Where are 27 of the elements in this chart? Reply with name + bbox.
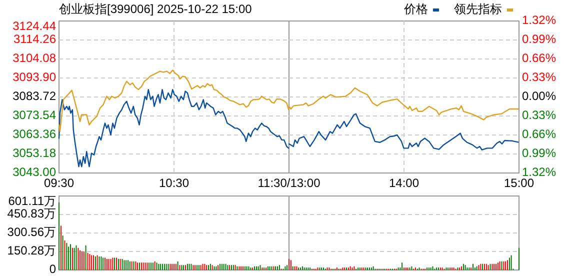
legend-label: 领先指标 [454, 2, 502, 16]
y-tick-label: 3104.08 [12, 51, 56, 66]
y2-tick-label: 0.33% [522, 70, 556, 84]
y2-tick-label: 0.99% [522, 32, 556, 46]
y2-tick-label: 0.99% [522, 146, 556, 160]
y-tick-label: 0 [49, 262, 56, 276]
y-tick-label: 601.11万 [8, 194, 56, 208]
y2-tick-label: 0.66% [522, 51, 556, 66]
y-tick-label: 3114.26 [14, 32, 56, 46]
y-tick-label: 3063.36 [12, 127, 56, 142]
y-tick-label: 3124.44 [12, 19, 56, 34]
chart-title: 创业板指[399006] 2025-10-22 15:00 [59, 2, 252, 16]
y2-tick-label: 0.00% [522, 89, 556, 104]
y-tick-label: 300.56万 [7, 225, 56, 240]
y-tick-label: 3073.54 [12, 108, 56, 122]
y2-tick-label: 1.32% [522, 13, 556, 28]
x-tick-label: 10:30 [158, 176, 190, 190]
legend-label: 价格 [403, 2, 428, 16]
y-tick-label: 3053.18 [12, 146, 56, 160]
y-tick-label: 450.83万 [7, 206, 56, 221]
x-tick-label: 11:30/13:00 [258, 176, 321, 190]
x-tick-label: 14:00 [388, 176, 420, 190]
y-tick-label: 150.28万 [7, 244, 56, 258]
y2-tick-label: 0.33% [522, 108, 556, 122]
y-tick-label: 3093.90 [12, 70, 56, 84]
y-tick-label: 3083.72 [12, 89, 56, 104]
y2-tick-label: 0.66% [522, 127, 556, 142]
